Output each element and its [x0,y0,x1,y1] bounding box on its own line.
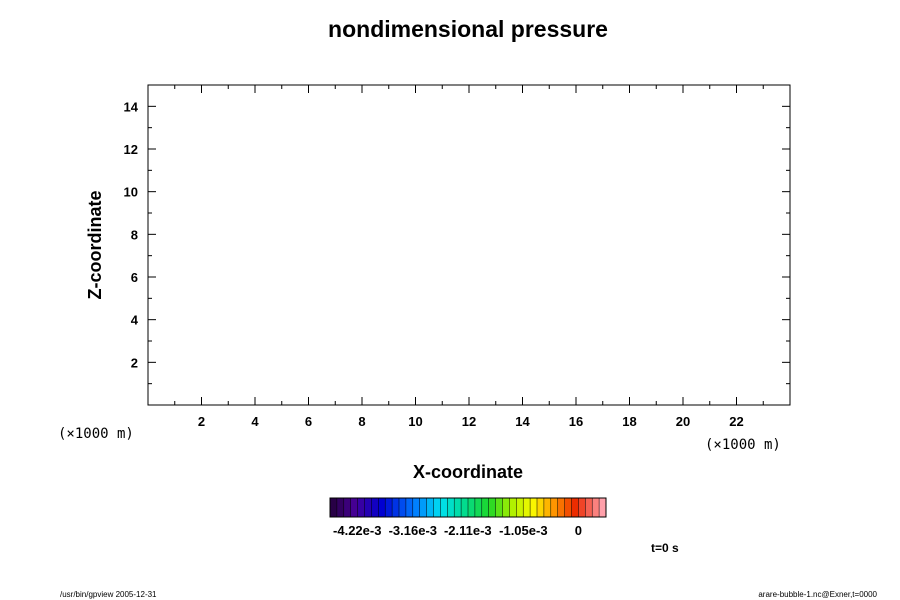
colorbar-swatch [578,498,586,517]
colorbar-tick-label: -2.11e-3 [444,523,492,538]
colorbar-tick-label: 0 [575,523,582,538]
x-tick-label: 6 [305,414,312,429]
colorbar-swatch [336,498,345,517]
colorbar-swatch [474,498,483,517]
y-tick-label: 14 [124,99,139,114]
colorbar-swatch [537,498,545,517]
colorbar-swatch [488,498,496,517]
x-axis-label: X-coordinate [413,462,523,482]
y-tick-label: 2 [131,355,138,370]
footer-right: arare-bubble-1.nc@Exner,t=0000 [758,590,877,599]
colorbar-swatch [412,498,420,517]
colorbar-tick-label: -1.05e-3 [499,523,547,538]
y-tick-label: 12 [124,142,138,157]
colorbar-swatch [502,498,510,517]
colorbar-swatch [371,498,379,517]
time-label: t=0 s [651,541,679,555]
colorbar-swatch [461,498,469,517]
colorbar-swatch [350,498,358,517]
colorbar-frame [329,497,607,518]
y-axis: 2 4 6 8 10 12 14 [124,99,790,385]
colorbar [330,498,607,517]
y-tick-label: 8 [131,227,138,242]
x-tick-label: 18 [622,414,636,429]
x-unit-label-left: (×1000 m) [58,426,134,442]
colorbar-swatch [585,498,593,517]
y-tick-label: 4 [131,313,139,328]
colorbar-swatch [454,498,462,517]
x-unit-label-right: (×1000 m) [705,437,781,453]
footer-left: /usr/bin/gpview 2005-12-31 [60,590,157,599]
x-tick-label: 2 [198,414,205,429]
colorbar-swatch [378,498,386,517]
x-tick-label: 4 [251,414,259,429]
colorbar-swatch [530,498,538,517]
x-tick-label: 8 [358,414,365,429]
chart-title: nondimensional pressure [328,16,608,42]
colorbar-swatch [330,498,338,517]
colorbar-swatch [440,498,448,517]
x-tick-label: 22 [729,414,743,429]
colorbar-swatch [343,498,351,517]
colorbar-swatch [419,498,427,517]
colorbar-swatch [523,498,531,517]
plot-area [147,84,791,406]
colorbar-swatch [495,498,503,517]
colorbar-swatch [447,498,455,517]
colorbar-swatch [543,498,552,517]
colorbar-swatch [399,498,407,517]
colorbar-swatch [364,498,372,517]
colorbar-swatch [468,498,476,517]
x-tick-label: 20 [676,414,690,429]
y-tick-label: 10 [124,185,138,200]
colorbar-swatch [599,498,607,517]
colorbar-tick-label: -4.22e-3 [333,523,381,538]
x-tick-label: 12 [462,414,476,429]
colorbar-labels: -4.22e-3 -3.16e-3 -2.11e-3 -1.05e-3 0 [333,523,582,538]
colorbar-swatch [357,498,365,517]
colorbar-swatch [592,498,600,517]
y-axis-label: Z-coordinate [85,190,105,299]
colorbar-swatch [392,498,400,517]
x-axis: 2 4 6 8 10 12 14 16 18 20 22 [174,85,764,429]
colorbar-swatch [516,498,524,517]
y-tick-label: 6 [131,270,138,285]
colorbar-swatch [557,498,565,517]
colorbar-swatch [571,498,579,517]
colorbar-swatch [426,498,434,517]
colorbar-swatch [481,498,489,517]
colorbar-swatch [385,498,393,517]
colorbar-swatch [550,498,558,517]
x-tick-label: 16 [569,414,583,429]
colorbar-tick-label: -3.16e-3 [389,523,437,538]
colorbar-swatch [564,498,572,517]
x-tick-label: 14 [515,414,530,429]
colorbar-swatch [509,498,517,517]
x-tick-label: 10 [408,414,422,429]
colorbar-swatch [405,498,414,517]
colorbar-swatch [433,498,441,517]
